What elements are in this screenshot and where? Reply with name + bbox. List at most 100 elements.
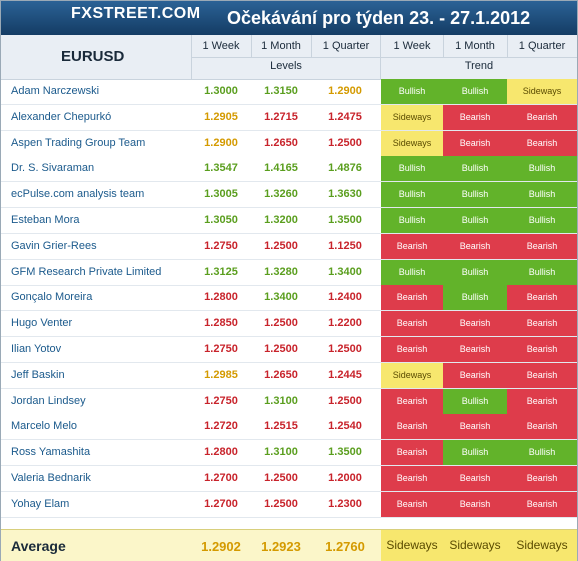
trend-badge: Bullish	[443, 388, 507, 414]
level-value: 1.2850	[204, 317, 238, 330]
level-value: 1.3400	[264, 291, 298, 304]
trend-badge: Bearish	[443, 130, 507, 156]
table-row: Marcelo Melo 1.2720 1.2515 1.2540 Bearish Bea…	[1, 414, 577, 441]
level-value: 1.2500	[328, 136, 362, 149]
average-label: Average	[11, 538, 66, 554]
level-value: 1.3100	[264, 446, 298, 459]
table-row: Aspen Trading Group Team 1.2900 1.2650 1.25…	[1, 130, 577, 157]
analyst-name-link[interactable]: Alexander Chepurkó	[11, 110, 112, 123]
average-trend-1q: Sideways	[507, 530, 577, 561]
trend-badge: Sideways	[381, 104, 443, 130]
analyst-name-link[interactable]: Ross Yamashita	[11, 446, 91, 459]
trend-badge: Bearish	[443, 414, 507, 440]
level-value: 1.3100	[264, 394, 298, 407]
level-value: 1.4876	[328, 162, 362, 175]
analyst-name-link[interactable]: Adam Narczewski	[11, 85, 100, 97]
table-row: Gonçalo Moreira 1.2800 1.3400 1.2400 Bearish…	[1, 285, 577, 312]
trend-badge: Bearish	[381, 440, 443, 466]
analyst-name-link[interactable]: ecPulse.com analysis team	[11, 188, 145, 201]
average-trend-1w: Sideways	[381, 530, 443, 561]
table-row: Valeria Bednarik 1.2700 1.2500 1.2000 Bearis…	[1, 466, 577, 492]
analyst-name-link[interactable]: Valeria Bednarik	[11, 472, 91, 484]
level-value: 1.2500	[328, 394, 362, 407]
table-row: Yohay Elam 1.2700 1.2500 1.2300 Bearish Beari…	[1, 491, 577, 518]
trend-col-2-header: 1 Month	[455, 40, 495, 52]
level-value: 1.2700	[204, 472, 238, 484]
levels-col-2-header: 1 Month	[261, 40, 301, 52]
trend-badge: Bullish	[507, 156, 577, 182]
level-value: 1.2720	[204, 420, 238, 433]
trend-badge: Bearish	[507, 388, 577, 414]
analyst-name-link[interactable]: Ilian Yotov	[11, 343, 62, 355]
trend-badge: Bearish	[381, 337, 443, 362]
trend-badge: Bearish	[443, 491, 507, 517]
trend-badge: Bearish	[443, 311, 507, 337]
fxstreet-logo[interactable]: FXSTREET.COM	[71, 5, 201, 22]
levels-col-1-header: 1 Week	[202, 40, 240, 52]
trend-badge: Bearish	[381, 311, 443, 337]
trend-badge: Bearish	[507, 233, 577, 259]
trend-badge: Bearish	[443, 104, 507, 130]
banner: FXSTREET.COM Očekávání pro týden 23. - 2…	[1, 1, 577, 35]
level-value: 1.2900	[328, 85, 362, 97]
analyst-name-link[interactable]: Gonçalo Moreira	[11, 291, 93, 304]
level-value: 1.3050	[204, 214, 238, 226]
trend-badge: Bullish	[507, 208, 577, 233]
level-value: 1.2400	[328, 291, 362, 304]
table-row: Jeff Baskin 1.2985 1.2650 1.2445 Sideways Bea…	[1, 362, 577, 389]
trend-badge: Bearish	[381, 491, 443, 517]
level-value: 1.3280	[264, 265, 298, 278]
trend-badge: Bullish	[443, 182, 507, 208]
analyst-name-link[interactable]: Esteban Mora	[11, 214, 80, 226]
table-row: Dr. S. Sivaraman 1.3547 1.4165 1.4876 Bullis…	[1, 156, 577, 183]
analyst-name-link[interactable]: Marcelo Melo	[11, 420, 78, 433]
level-value: 1.2650	[264, 136, 298, 149]
level-value: 1.2515	[264, 420, 298, 433]
trend-badge: Bearish	[507, 466, 577, 491]
trend-badge: Bullish	[381, 259, 443, 285]
trend-badge: Bearish	[507, 311, 577, 337]
level-value: 1.2750	[204, 239, 238, 252]
trend-badge: Bullish	[507, 440, 577, 466]
trend-badge: Bearish	[381, 466, 443, 491]
analyst-name-link[interactable]: Jordan Lindsey	[11, 394, 86, 407]
analyst-name-link[interactable]: Jeff Baskin	[11, 368, 65, 381]
analyst-name-link[interactable]: Yohay Elam	[11, 497, 70, 510]
analyst-name-link[interactable]: GFM Research Private Limited	[11, 265, 162, 278]
level-value: 1.2900	[204, 136, 238, 149]
analyst-name-link[interactable]: Aspen Trading Group Team	[11, 136, 146, 149]
trend-badge: Sideways	[381, 130, 443, 156]
level-value: 1.3547	[204, 162, 238, 175]
analyst-name-link[interactable]: Dr. S. Sivaraman	[11, 162, 95, 175]
analyst-name-link[interactable]: Hugo Venter	[11, 317, 73, 330]
levels-group-header: Levels	[270, 60, 302, 72]
trend-badge: Bullish	[381, 182, 443, 208]
level-value: 1.2650	[264, 368, 298, 381]
trend-badge: Bullish	[443, 285, 507, 311]
trend-badge: Bullish	[381, 156, 443, 182]
header-divider	[191, 57, 577, 58]
header-divider	[507, 35, 508, 57]
level-value: 1.2750	[204, 343, 238, 355]
level-value: 1.4165	[264, 162, 298, 175]
levels-col-3-header: 1 Quarter	[322, 40, 370, 52]
trend-badge: Bullish	[443, 259, 507, 285]
level-value: 1.2800	[204, 446, 238, 459]
table-row: Esteban Mora 1.3050 1.3200 1.3500 Bullish Bul…	[1, 208, 577, 234]
analyst-name-link[interactable]: Gavin Grier-Rees	[11, 239, 97, 252]
level-value: 1.2000	[328, 472, 362, 484]
level-value: 1.2800	[204, 291, 238, 304]
trend-badge: Bearish	[507, 362, 577, 388]
level-value: 1.2500	[264, 317, 298, 330]
trend-badge: Bullish	[443, 208, 507, 233]
trend-group-header: Trend	[464, 60, 494, 72]
trend-badge: Sideways	[381, 362, 443, 388]
level-value: 1.2750	[204, 394, 238, 407]
trend-badge: Bearish	[443, 362, 507, 388]
trend-badge: Bearish	[381, 285, 443, 311]
trend-badge: Bearish	[507, 130, 577, 156]
trend-badge: Bearish	[507, 104, 577, 130]
trend-badge: Bearish	[507, 337, 577, 362]
level-value: 1.3630	[328, 188, 362, 201]
